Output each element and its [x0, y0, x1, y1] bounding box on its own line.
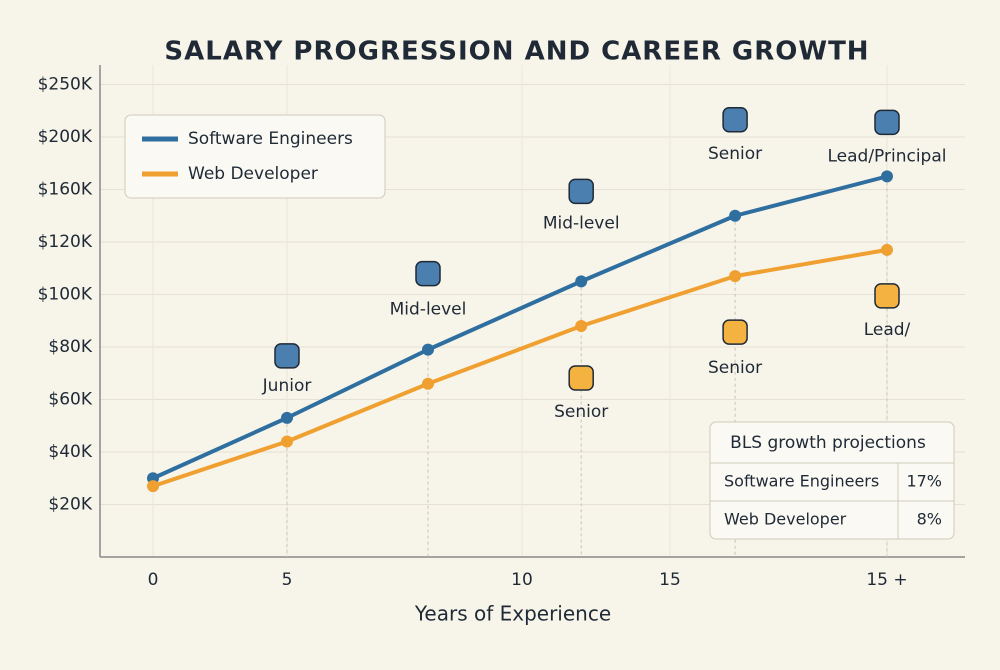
x-tick-label: 15 + [866, 570, 907, 590]
icon [415, 260, 441, 287]
icon [274, 343, 300, 369]
annotation: Lead/Principal [827, 146, 946, 166]
y-tick-label: $60K [48, 390, 92, 410]
annotation: Senior [708, 144, 762, 164]
table-cell: 8% [917, 510, 942, 529]
data-point [881, 243, 893, 256]
annotation: Senior [554, 402, 608, 422]
icon [874, 109, 900, 136]
legend-label: Web Developer [188, 164, 318, 184]
y-tick-label: $80K [48, 337, 92, 357]
data-point [422, 343, 434, 356]
table-cell: Web Developer [724, 510, 847, 529]
y-tick-label: $200K [38, 127, 93, 147]
chart-title: SALARY PROGRESSION AND CAREER GROWTH [164, 37, 869, 67]
annotation: Lead/ [864, 320, 911, 340]
y-tick-label: $40K [48, 442, 92, 462]
legend-box [124, 114, 386, 199]
x-tick-label: 10 [511, 570, 533, 590]
icon [874, 283, 900, 309]
data-point [422, 377, 434, 390]
annotation: Mid-level [390, 300, 467, 320]
series-line [152, 174, 888, 481]
table-box [709, 421, 955, 540]
icon [722, 319, 748, 345]
icon [568, 178, 594, 205]
data-point [281, 411, 293, 424]
icon [568, 365, 594, 391]
data-point [575, 320, 588, 332]
data-point [881, 170, 893, 183]
y-tick-label: $160K [38, 180, 93, 200]
data-point [729, 209, 742, 222]
x-tick-label: 5 [282, 570, 293, 590]
series-line [152, 247, 888, 489]
table-cell: Software Engineers [724, 472, 879, 491]
y-tick-label: $100K [38, 285, 93, 305]
legend-label: Software Engineers [188, 129, 353, 149]
x-tick-label: 15 [659, 570, 681, 590]
annotation: Mid-level [543, 213, 620, 233]
x-tick-label: 0 [148, 570, 159, 590]
y-tick-label: $20K [48, 495, 92, 515]
icon [722, 107, 748, 133]
y-tick-label: $120K [38, 232, 93, 252]
annotation: Senior [708, 358, 762, 378]
y-tick-label: $250K [38, 75, 93, 95]
x-axis-label: Years of Experience [414, 602, 611, 626]
table-title: BLS growth projections [730, 433, 926, 453]
data-point [147, 480, 159, 493]
data-point [575, 275, 588, 288]
data-point [281, 435, 293, 448]
annotation: Junior [262, 376, 312, 396]
table-cell: 17% [906, 472, 942, 491]
data-point [729, 270, 742, 283]
